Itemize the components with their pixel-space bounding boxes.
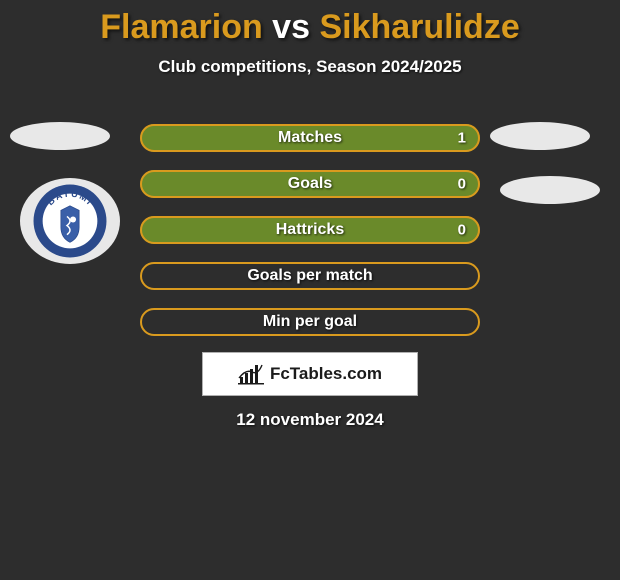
player-oval-right-1 <box>490 122 590 150</box>
stat-bar-label: Hattricks <box>276 221 344 239</box>
stat-bar-label: Min per goal <box>263 313 357 331</box>
stat-bar-label: Goals per match <box>247 267 372 285</box>
stat-bar: Hattricks 0 <box>140 216 480 244</box>
player-oval-left <box>10 122 110 150</box>
club-badge: BATUMI <box>20 178 120 264</box>
stat-bar-value: 1 <box>458 130 466 147</box>
stat-bar: Min per goal <box>140 308 480 336</box>
date-line: 12 november 2024 <box>0 410 620 430</box>
stat-bar: Goals per match <box>140 262 480 290</box>
stats-bars: Matches 1 Goals 0 Hattricks 0 Goals per match M… <box>140 124 480 354</box>
stat-bar-value: 0 <box>458 222 466 239</box>
stat-bar-label: Goals <box>288 175 332 193</box>
stat-bar: Goals 0 <box>140 170 480 198</box>
bar-chart-icon <box>238 363 264 385</box>
stat-bar-value: 0 <box>458 176 466 193</box>
subtitle: Club competitions, Season 2024/2025 <box>0 57 620 77</box>
player-oval-right-2 <box>500 176 600 204</box>
stat-bar: Matches 1 <box>140 124 480 152</box>
title-player1: Flamarion <box>100 8 262 46</box>
brand-box[interactable]: FcTables.com <box>202 352 418 396</box>
stat-bar-label: Matches <box>278 129 342 147</box>
title-vs: vs <box>263 8 320 46</box>
title-player2: Sikharulidze <box>319 8 519 46</box>
brand-text: FcTables.com <box>270 364 382 384</box>
club-badge-icon: BATUMI <box>32 183 108 259</box>
page-title: Flamarion vs Sikharulidze <box>0 0 620 47</box>
